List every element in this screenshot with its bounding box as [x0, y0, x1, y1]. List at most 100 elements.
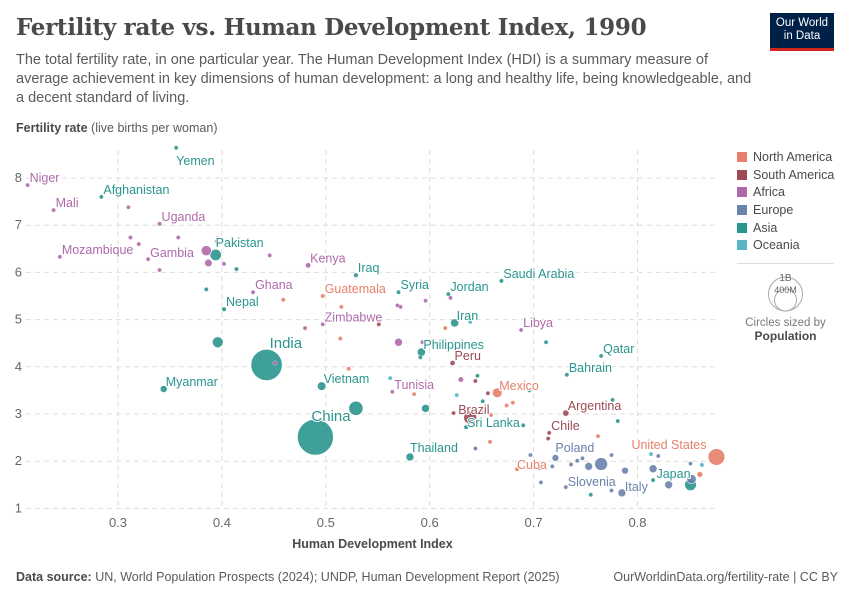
data-point [221, 306, 227, 312]
point-label: Mexico [499, 379, 539, 393]
data-point [487, 439, 493, 445]
legend-item[interactable]: North America [737, 148, 834, 166]
data-point [348, 400, 364, 416]
data-point [536, 466, 542, 471]
data-point [621, 467, 629, 475]
point-label: Gambia [150, 246, 194, 260]
point-label: Brazil [458, 403, 489, 417]
point-label: Syria [401, 278, 430, 292]
data-point [302, 325, 308, 331]
data-point [648, 451, 654, 457]
data-point [562, 409, 570, 417]
data-point [390, 389, 395, 395]
legend-label: Europe [753, 202, 794, 217]
data-point [510, 400, 516, 405]
legend-label: North America [753, 149, 833, 164]
legend-swatch [737, 240, 747, 251]
data-point [297, 418, 334, 456]
data-point [449, 360, 456, 366]
point-label: Vietnam [324, 372, 370, 386]
data-point [650, 477, 656, 483]
point-label: Guatemala [325, 282, 386, 296]
owid-logo[interactable]: Our World in Data [770, 13, 834, 51]
data-point [492, 387, 503, 398]
data-point [584, 462, 593, 471]
legend-swatch [737, 169, 747, 180]
data-point [396, 289, 401, 295]
data-point [481, 410, 486, 416]
legend-item[interactable]: Africa [737, 183, 834, 201]
data-point [316, 381, 327, 391]
source-link[interactable]: OurWorldinData.org/fertility-rate | CC B… [613, 570, 838, 584]
data-point [451, 410, 456, 416]
y-axis-label-bold: Fertility rate [16, 121, 88, 135]
region-legend: North America South America Africa Europe As… [737, 148, 834, 254]
data-point [552, 454, 559, 462]
data-point [563, 484, 569, 490]
data-point [595, 433, 601, 439]
x-tick-label: 0.6 [421, 515, 439, 530]
legend-label: Oceania [753, 238, 800, 253]
data-point [204, 287, 209, 292]
data-point [209, 248, 222, 261]
data-point [580, 456, 585, 461]
data-source-text: UN, World Population Prospects (2024); U… [95, 570, 560, 584]
data-point [473, 446, 478, 451]
point-label: Philippines [423, 338, 483, 352]
data-point [543, 340, 549, 345]
data-point [320, 293, 325, 299]
data-point [387, 375, 393, 381]
point-label: India [270, 335, 303, 352]
point-label: Pakistan [216, 236, 264, 250]
data-point [504, 403, 509, 408]
y-tick-label: 2 [15, 453, 22, 468]
data-point [473, 378, 478, 384]
data-point [568, 462, 574, 467]
data-point [376, 322, 382, 327]
data-point [250, 289, 256, 295]
point-label: Sri Lanka [467, 416, 520, 430]
data-point [499, 278, 504, 284]
data-point [598, 353, 604, 359]
data-point [485, 390, 491, 396]
point-label: Argentina [568, 399, 622, 413]
legend-swatch [737, 187, 747, 198]
size-legend: 1B 400M Circles sized by Population [737, 270, 834, 343]
data-point [617, 488, 627, 498]
data-point [250, 348, 283, 381]
data-point [267, 253, 272, 258]
data-point [420, 340, 425, 345]
point-label: Iran [457, 309, 479, 323]
data-point [588, 492, 593, 497]
point-label: Slovenia [568, 475, 616, 489]
data-point [615, 418, 621, 424]
data-point [126, 205, 131, 210]
legend-swatch [737, 222, 747, 233]
data-point [699, 462, 705, 468]
point-label: Bahrain [569, 361, 612, 375]
data-point [280, 297, 286, 303]
legend-item[interactable]: Oceania [737, 236, 834, 254]
x-tick-label: 0.8 [628, 515, 646, 530]
legend-item[interactable]: Europe [737, 201, 834, 219]
data-point [145, 256, 151, 262]
x-tick-label: 0.5 [317, 515, 335, 530]
data-point [514, 466, 520, 472]
data-source: Data source: UN, World Population Prospe… [16, 570, 560, 584]
point-label: Peru [455, 349, 481, 363]
data-point [463, 410, 478, 425]
size-legend-big: 1B [779, 273, 792, 284]
data-point [664, 480, 673, 490]
legend-item[interactable]: Asia [737, 219, 834, 237]
point-label: Nepal [226, 295, 259, 309]
point-label: Kenya [310, 251, 345, 265]
data-point [51, 207, 56, 213]
legend-item[interactable]: South America [737, 166, 834, 184]
data-point [57, 254, 63, 260]
data-point [136, 241, 142, 247]
data-point [520, 423, 526, 428]
point-label: Zimbabwe [325, 310, 383, 324]
x-tick-label: 0.7 [525, 515, 543, 530]
